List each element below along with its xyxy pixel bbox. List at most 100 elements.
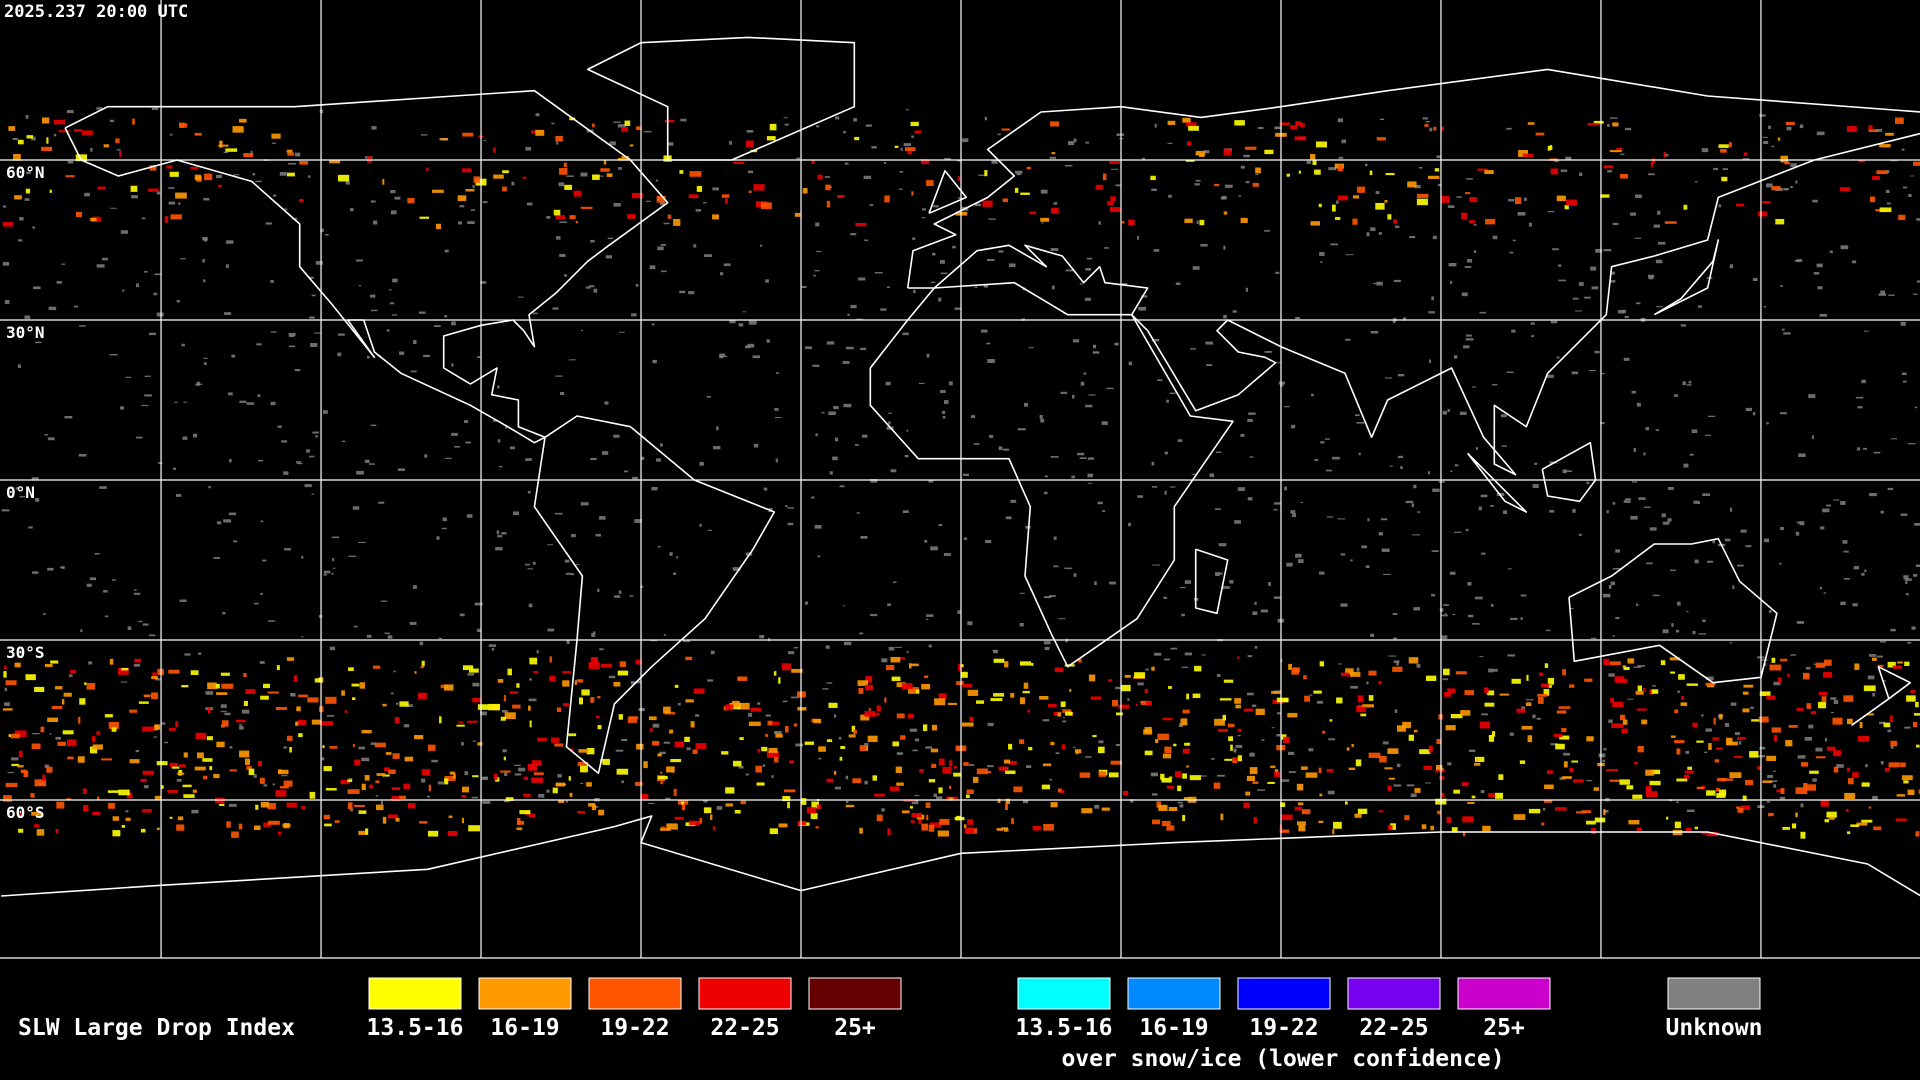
- cloud-pixel: [801, 286, 807, 289]
- cloud-pixel: [627, 214, 636, 219]
- cloud-pixel: [125, 810, 129, 813]
- cloud-pixel: [932, 252, 936, 256]
- cloud-pixel: [239, 724, 242, 726]
- cloud-pixel: [1186, 141, 1192, 146]
- cloud-pixel: [82, 130, 93, 136]
- cloud-pixel: [1324, 438, 1330, 440]
- cloud-pixel: [1586, 779, 1593, 782]
- cloud-pixel: [729, 319, 736, 324]
- cloud-pixel: [1118, 704, 1130, 709]
- cloud-pixel: [565, 572, 573, 575]
- cloud-pixel: [433, 325, 441, 328]
- cloud-pixel: [1049, 595, 1056, 597]
- cloud-pixel: [1728, 142, 1732, 148]
- cloud-pixel: [61, 699, 65, 705]
- cloud-pixel: [272, 783, 275, 786]
- cloud-pixel: [745, 773, 749, 776]
- cloud-pixel: [355, 259, 363, 262]
- cloud-pixel: [1826, 746, 1836, 751]
- cloud-pixel: [109, 353, 118, 356]
- cloud-pixel: [57, 741, 66, 746]
- cloud-pixel: [921, 217, 926, 219]
- cloud-pixel: [62, 730, 74, 735]
- cloud-pixel: [1179, 804, 1184, 808]
- cloud-pixel: [695, 209, 702, 212]
- cloud-pixel: [725, 803, 733, 807]
- cloud-pixel: [1808, 394, 1816, 399]
- cloud-pixel: [1653, 224, 1660, 228]
- cloud-pixel: [1467, 581, 1472, 586]
- cloud-pixel: [1072, 394, 1075, 399]
- cloud-pixel: [1209, 473, 1215, 478]
- cloud-pixel: [260, 695, 269, 700]
- cloud-pixel: [1856, 822, 1868, 826]
- cloud-pixel: [1466, 334, 1472, 337]
- cloud-pixel: [943, 553, 951, 556]
- cloud-pixel: [1908, 194, 1912, 198]
- cloud-pixel: [597, 695, 601, 699]
- cloud-pixel: [142, 808, 152, 813]
- cloud-pixel: [1714, 759, 1720, 763]
- cloud-pixel: [1407, 181, 1417, 188]
- cloud-pixel: [1325, 469, 1332, 472]
- cloud-pixel: [559, 221, 567, 224]
- cloud-pixel: [480, 281, 487, 284]
- cloud-pixel: [474, 602, 483, 606]
- cloud-pixel: [843, 403, 852, 408]
- cloud-pixel: [914, 795, 920, 797]
- cloud-pixel: [1309, 694, 1313, 696]
- cloud-pixel: [1840, 501, 1846, 505]
- cloud-pixel: [775, 733, 783, 738]
- cloud-pixel: [168, 187, 175, 189]
- cloud-pixel: [1462, 831, 1466, 837]
- cloud-pixel: [1452, 613, 1456, 615]
- cloud-pixel: [296, 462, 303, 465]
- cloud-pixel: [2, 708, 13, 711]
- cloud-pixel: [679, 170, 684, 174]
- cloud-pixel: [259, 661, 265, 664]
- cloud-pixel: [930, 281, 936, 284]
- cloud-pixel: [928, 644, 932, 648]
- cloud-pixel: [55, 828, 59, 834]
- cloud-pixel: [529, 678, 532, 681]
- cloud-pixel: [1281, 779, 1290, 782]
- cloud-pixel: [1044, 646, 1050, 651]
- cloud-pixel: [1898, 214, 1906, 221]
- cloud-pixel: [1692, 722, 1698, 728]
- cloud-pixel: [243, 153, 254, 158]
- cloud-pixel: [1501, 445, 1507, 447]
- cloud-pixel: [804, 601, 809, 605]
- cloud-pixel: [246, 402, 255, 405]
- cloud-pixel: [918, 818, 922, 825]
- cloud-pixel: [765, 734, 769, 737]
- cloud-pixel: [1645, 769, 1655, 776]
- cloud-pixel: [1643, 687, 1646, 692]
- cloud-pixel: [1888, 762, 1900, 768]
- cloud-pixel: [195, 383, 203, 385]
- cloud-pixel: [1566, 199, 1578, 206]
- cloud-pixel: [392, 278, 398, 283]
- cloud-pixel: [1127, 698, 1130, 701]
- cloud-pixel: [364, 459, 370, 463]
- cloud-pixel: [944, 157, 951, 160]
- legend-label: 25+: [1483, 1015, 1525, 1041]
- cloud-pixel: [132, 118, 135, 125]
- cloud-pixel: [640, 793, 649, 800]
- cloud-pixel: [1329, 719, 1333, 722]
- cloud-pixel: [457, 221, 463, 225]
- cloud-pixel: [1788, 724, 1798, 728]
- cloud-pixel: [323, 573, 327, 576]
- cloud-pixel: [1552, 248, 1559, 251]
- cloud-pixel: [998, 766, 1008, 771]
- cloud-pixel: [340, 779, 350, 785]
- cloud-pixel: [599, 759, 605, 763]
- cloud-pixel: [1519, 760, 1526, 764]
- cloud-pixel: [26, 171, 31, 175]
- cloud-pixel: [826, 739, 833, 743]
- cloud-pixel: [621, 780, 625, 784]
- cloud-pixel: [1027, 709, 1031, 713]
- cloud-pixel: [588, 285, 595, 288]
- cloud-pixel: [215, 683, 220, 689]
- cloud-pixel: [235, 719, 246, 723]
- cloud-pixel: [1650, 161, 1653, 167]
